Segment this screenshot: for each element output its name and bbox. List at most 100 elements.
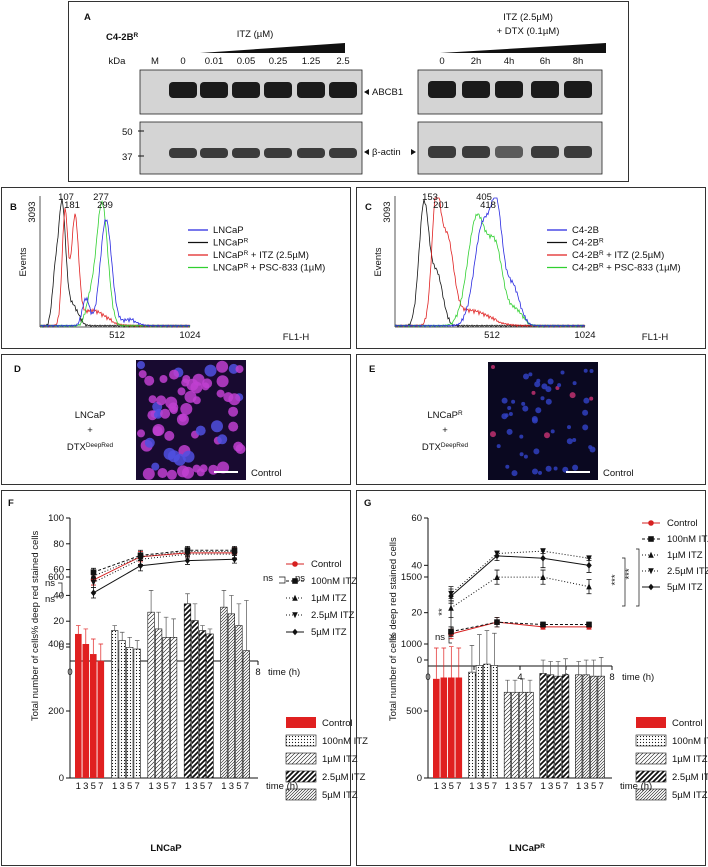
peak-label: 181	[64, 200, 80, 211]
x-tick-label: 5	[163, 781, 168, 792]
x-tick-label: 3	[229, 781, 234, 792]
legend-label: 100nM ITZ	[322, 736, 368, 747]
cell	[228, 363, 239, 374]
x-axis-label: time (h)	[268, 667, 300, 678]
cell	[196, 468, 205, 477]
cell	[545, 465, 552, 472]
point	[292, 578, 298, 584]
legend-label: 5µM ITZ	[322, 790, 358, 801]
legend-label: LNCaPR + PSC-833 (1µM)	[213, 262, 325, 274]
kda-marker: 37	[122, 152, 133, 163]
series-line	[450, 621, 589, 633]
bar	[235, 625, 243, 779]
bar	[206, 633, 214, 779]
point	[292, 612, 298, 619]
bracket	[450, 600, 454, 629]
cell	[157, 468, 168, 478]
bar	[475, 665, 484, 779]
error-bar	[83, 628, 89, 644]
lane-label: 0	[180, 56, 185, 67]
x-tick-label: 4	[517, 672, 522, 683]
x-tick-label: 5	[127, 781, 132, 792]
blot-band	[428, 146, 456, 158]
cell	[144, 437, 155, 448]
x-tick-label: 7	[171, 781, 176, 792]
flow-histogram	[39, 207, 191, 328]
band-arrow	[364, 89, 369, 95]
drug-label: DTXDeepRed	[67, 442, 114, 454]
cell	[523, 373, 529, 380]
micrograph	[488, 362, 598, 480]
cell	[137, 361, 145, 369]
cell	[505, 464, 510, 469]
cell	[572, 381, 577, 386]
legend-label-rest: + ITZ (2.5µM)	[604, 250, 665, 261]
x-axis-label: time (h)	[266, 781, 298, 792]
bar	[162, 636, 170, 779]
panel-f-frame	[1, 490, 351, 866]
blot-band	[297, 148, 325, 158]
cell-line-label-text: LNCaP	[150, 843, 182, 854]
legend-label-sup: R	[599, 237, 604, 244]
legend-label: 2.5µM ITZ	[667, 566, 708, 577]
legend-swatch	[635, 734, 667, 747]
x-tick-label: 3	[192, 781, 197, 792]
bar	[183, 603, 192, 779]
point	[540, 573, 546, 580]
series-line	[93, 549, 235, 573]
cell	[216, 360, 229, 373]
x-tick-label: 7	[492, 781, 497, 792]
bar	[155, 628, 163, 779]
cell	[151, 462, 160, 471]
cell	[528, 372, 533, 377]
error-bar	[449, 646, 454, 678]
error-bar	[527, 679, 533, 693]
error-bar	[477, 634, 482, 666]
bar	[170, 636, 178, 779]
legend-label-text: C4-2B	[572, 263, 599, 274]
blot-band	[264, 148, 292, 158]
flow-x-tick: 512	[109, 330, 125, 341]
cell	[506, 428, 513, 435]
lane-label: 0	[439, 56, 444, 67]
blot-band	[428, 81, 456, 98]
y-axis-label: % deep red stained cells	[388, 537, 399, 641]
x-tick-label: 7	[599, 781, 604, 792]
x-tick-label: 7	[135, 781, 140, 792]
cell	[180, 403, 193, 415]
error-bar	[98, 643, 104, 661]
legend-swatch	[636, 717, 666, 728]
x-tick-label: 3	[156, 781, 161, 792]
bar	[597, 675, 605, 779]
peak-label: 153	[422, 192, 438, 203]
legend-label: 1µM ITZ	[322, 754, 358, 765]
blot-band	[329, 148, 357, 158]
cell	[148, 395, 157, 404]
point	[448, 592, 454, 600]
series-line	[450, 621, 589, 635]
cell-label-text: LNCaP	[427, 410, 458, 421]
x-axis-label: time (h)	[622, 672, 654, 683]
y-tick-label: 0	[417, 655, 422, 666]
error-bar	[505, 679, 510, 693]
time-wedge	[440, 43, 606, 53]
x-tick-label: 3	[441, 781, 446, 792]
drug-label-text: DTX	[422, 442, 442, 453]
cell	[159, 375, 168, 383]
bar	[147, 611, 155, 779]
error-bar	[548, 661, 553, 675]
x-tick-label: 8	[609, 672, 614, 683]
x-tick-label: 5	[236, 781, 241, 792]
blot-band	[232, 148, 260, 158]
legend-label: 2.5µM ITZ	[672, 772, 708, 783]
cell	[545, 386, 552, 393]
point	[184, 551, 191, 558]
y-tick-label: 0	[59, 642, 64, 653]
cell-label: LNCaP	[75, 410, 106, 421]
panel-letter: A	[84, 12, 91, 23]
cell	[501, 413, 508, 420]
bar	[220, 606, 228, 779]
y-axis-label: Total number of cells	[30, 634, 41, 721]
y-axis-label: Total number of cells	[388, 634, 399, 721]
blot-band	[495, 81, 523, 98]
